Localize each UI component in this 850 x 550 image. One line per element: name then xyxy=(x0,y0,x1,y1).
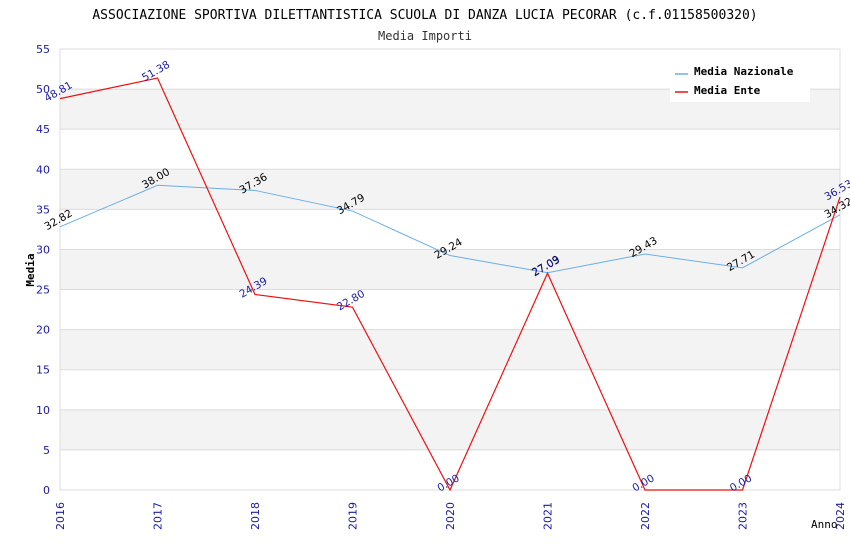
x-tick-label: 2018 xyxy=(249,502,262,530)
data-label: 22.80 xyxy=(335,288,367,313)
x-tick-label: 2019 xyxy=(347,502,360,530)
y-tick-label: 50 xyxy=(36,83,50,96)
x-tick-label: 2022 xyxy=(639,502,652,530)
x-axis-ticks: 2016 2017 2018 2019 2020 2021 2022 2023 2024 xyxy=(54,502,847,530)
chart-subtitle: Media Importi xyxy=(378,29,472,43)
x-tick-label: 2024 xyxy=(834,502,847,530)
y-tick-label: 10 xyxy=(36,404,50,417)
grid-band xyxy=(60,249,840,290)
legend: Media Nazionale Media Ente xyxy=(670,60,810,102)
y-tick-label: 35 xyxy=(36,203,50,216)
y-tick-label: 15 xyxy=(36,364,50,377)
y-tick-label: 30 xyxy=(36,243,50,256)
x-tick-label: 2016 xyxy=(54,502,67,530)
data-label: 0.00 xyxy=(728,472,754,494)
y-axis-label: Media xyxy=(24,253,37,286)
series-line-media-nazionale xyxy=(59,184,841,274)
y-tick-label: 0 xyxy=(43,484,50,497)
y-tick-label: 55 xyxy=(36,43,50,56)
y-axis-ticks: 0 5 10 15 20 25 30 35 40 45 50 55 xyxy=(36,43,50,497)
y-tick-label: 20 xyxy=(36,324,50,337)
x-tick-label: 2023 xyxy=(737,502,750,530)
y-tick-label: 40 xyxy=(36,163,50,176)
y-tick-label: 45 xyxy=(36,123,50,136)
y-tick-label: 25 xyxy=(36,284,50,297)
grid-band xyxy=(60,329,840,370)
x-axis-label: Anno xyxy=(811,518,838,531)
legend-background xyxy=(670,60,810,102)
data-label: 51.38 xyxy=(140,59,172,84)
legend-label-media-nazionale: Media Nazionale xyxy=(694,65,794,78)
x-tick-label: 2020 xyxy=(444,502,457,530)
series-lines xyxy=(59,77,841,492)
x-tick-label: 2017 xyxy=(152,502,165,530)
x-tick-label: 2021 xyxy=(542,502,555,530)
y-tick-label: 5 xyxy=(43,444,50,457)
chart-title: ASSOCIAZIONE SPORTIVA DILETTANTISTICA SC… xyxy=(92,8,757,23)
series-line-media-ente xyxy=(59,77,841,492)
data-label: 0.00 xyxy=(435,472,461,494)
grid-band xyxy=(60,169,840,210)
plot-background xyxy=(60,89,840,450)
legend-label-media-ente: Media Ente xyxy=(694,84,761,97)
grid-band xyxy=(60,409,840,450)
data-label: 0.00 xyxy=(630,472,656,494)
grid-lines xyxy=(59,48,841,491)
